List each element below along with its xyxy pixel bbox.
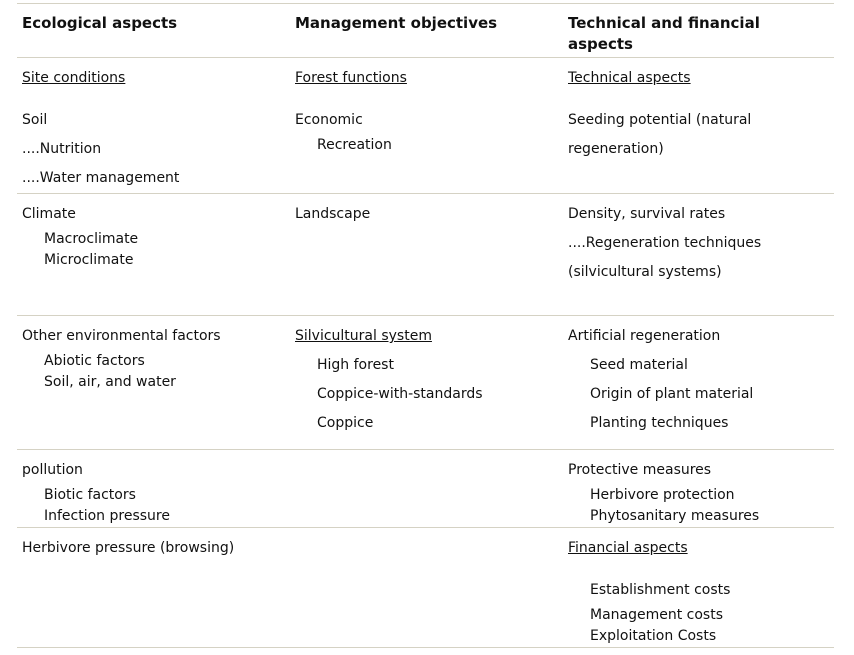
text-line: Coppice [317, 415, 374, 431]
heading-financial-aspects: Financial aspects [568, 540, 688, 556]
text-line: Macroclimate [44, 231, 139, 247]
text-line: Infection pressure [44, 508, 170, 524]
cell-artificial-regeneration: Artificial regeneration Seed material Or… [563, 316, 834, 450]
cell-silvicultural-system: Silvicultural system High forest Coppice… [290, 316, 563, 450]
text-line: Landscape [295, 206, 371, 222]
table-row-other-environmental: Other environmental factors Abiotic fact… [17, 316, 834, 450]
aspects-table: Ecological aspects Management objectives… [17, 3, 834, 648]
column-header-management-objectives: Management objectives [295, 14, 498, 32]
heading-silvicultural-system: Silvicultural system [295, 328, 432, 344]
text-line: Density, survival rates [568, 206, 726, 222]
heading-site-conditions: Site conditions [22, 70, 126, 86]
text-line: Other environmental factors [22, 328, 221, 344]
cell-header-technical-financial: Technical and financial aspects [563, 4, 834, 58]
spacer [295, 93, 551, 106]
spacer [568, 93, 822, 106]
text-line: Seed material [590, 357, 688, 373]
text-line: Recreation [317, 137, 392, 153]
text-line: Protective measures [568, 462, 712, 478]
text-line: Exploitation Costs [590, 628, 717, 644]
text-line: Phytosanitary measures [590, 508, 760, 524]
text-line: Management costs [590, 607, 724, 623]
text-line: Herbivore protection [590, 487, 735, 503]
spacer [22, 93, 278, 106]
text-line: ....Regeneration techniques (silvicultur… [568, 235, 762, 280]
column-header-technical-financial-aspects: Technical and financial aspects [568, 14, 760, 53]
cell-technical-aspects: Technical aspects Seeding potential (nat… [563, 58, 834, 194]
cell-forest-functions: Forest functions Economic Recreation [290, 58, 563, 194]
text-line: Seeding potential (natural regeneration) [568, 112, 752, 157]
cell-pollution: pollution Biotic factors Infection press… [17, 450, 290, 528]
table-row-climate: Climate Macroclimate Microclimate Landsc… [17, 194, 834, 316]
text-line: ....Water management [22, 170, 180, 186]
cell-empty [290, 450, 563, 528]
cell-density-survival: Density, survival rates ....Regeneration… [563, 194, 834, 316]
cell-climate: Climate Macroclimate Microclimate [17, 194, 290, 316]
text-line: Abiotic factors [44, 353, 145, 369]
table-row-pollution: pollution Biotic factors Infection press… [17, 450, 834, 528]
text-line: Soil [22, 112, 48, 128]
text-line: Artificial regeneration [568, 328, 721, 344]
heading-technical-aspects: Technical aspects [568, 70, 691, 86]
cell-header-ecological: Ecological aspects [17, 4, 290, 58]
cell-other-environmental: Other environmental factors Abiotic fact… [17, 316, 290, 450]
text-line: Establishment costs [590, 582, 731, 598]
cell-herbivore-pressure: Herbivore pressure (browsing) [17, 528, 290, 648]
text-line: Planting techniques [590, 415, 729, 431]
spacer [568, 563, 822, 576]
text-line: Origin of plant material [590, 386, 754, 402]
text-line: Soil, air, and water [44, 374, 176, 390]
cell-landscape: Landscape [290, 194, 563, 316]
cell-header-management: Management objectives [290, 4, 563, 58]
text-line: Climate [22, 206, 76, 222]
heading-forest-functions: Forest functions [295, 70, 407, 86]
cell-site-conditions: Site conditions Soil ....Nutrition ....W… [17, 58, 290, 194]
cell-protective-measures: Protective measures Herbivore protection… [563, 450, 834, 528]
text-line: pollution [22, 462, 83, 478]
cell-empty [290, 528, 563, 648]
text-line: High forest [317, 357, 394, 373]
table-row-site-conditions: Site conditions Soil ....Nutrition ....W… [17, 58, 834, 194]
table-header-row: Ecological aspects Management objectives… [17, 4, 834, 58]
text-line: Herbivore pressure (browsing) [22, 540, 235, 556]
cell-financial-aspects: Financial aspects Establishment costs Ma… [563, 528, 834, 648]
text-line: Microclimate [44, 252, 134, 268]
text-line: ....Nutrition [22, 141, 102, 157]
column-header-ecological-aspects: Ecological aspects [22, 14, 178, 32]
table-row-herbivore-pressure: Herbivore pressure (browsing) Financial … [17, 528, 834, 648]
text-line: Economic [295, 112, 363, 128]
text-line: Biotic factors [44, 487, 136, 503]
text-line: Coppice-with-standards [317, 386, 483, 402]
